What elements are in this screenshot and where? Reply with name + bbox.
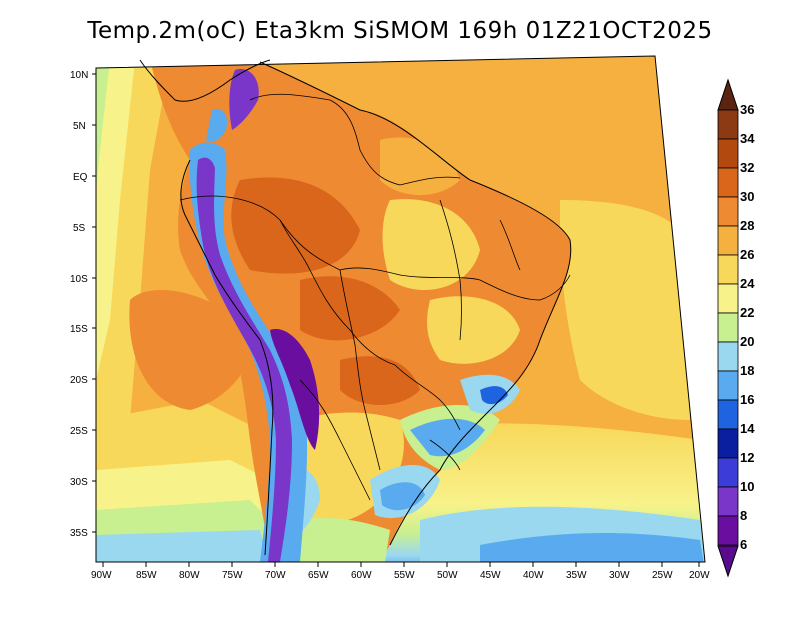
colorbar-segment xyxy=(717,254,739,285)
latitude-axis: 10N 5N EQ 5S 10S 15S 20S 25S 30S 35S xyxy=(70,70,96,539)
lat-label: 5S xyxy=(73,223,86,234)
colorbar-segment xyxy=(717,515,739,546)
map-frame xyxy=(95,55,706,563)
colorbar-label: 24 xyxy=(740,276,755,291)
lat-label: 10N xyxy=(70,70,88,81)
lat-label: 5N xyxy=(73,121,86,132)
coastline xyxy=(139,59,572,556)
lon-label: 50W xyxy=(437,570,458,581)
lat-label: 30S xyxy=(70,477,88,488)
colorbar-label: 8 xyxy=(740,508,747,523)
lon-label: 70W xyxy=(265,570,286,581)
colorbar-label: 16 xyxy=(740,392,754,407)
colorbar-label: 20 xyxy=(740,334,754,349)
lat-label: 20S xyxy=(70,375,88,386)
lon-label: 40W xyxy=(523,570,544,581)
colorbar-segment xyxy=(717,109,739,140)
colorbar-label: 10 xyxy=(740,479,754,494)
colorbar-label: 14 xyxy=(740,421,755,436)
colorbar-segment xyxy=(717,196,739,227)
lon-label: 25W xyxy=(652,570,673,581)
lon-label: 20W xyxy=(689,570,710,581)
lat-label: EQ xyxy=(73,172,88,183)
colorbar-label: 6 xyxy=(740,537,747,552)
lat-label: 25S xyxy=(70,426,88,437)
colorbar-label: 26 xyxy=(740,247,754,262)
colorbar-segment xyxy=(717,341,739,372)
lon-label: 45W xyxy=(480,570,501,581)
colorbar-label: 32 xyxy=(740,160,754,175)
lon-label: 35W xyxy=(566,570,587,581)
colorbar-segment xyxy=(717,370,739,401)
colorbar-label: 36 xyxy=(740,102,754,117)
lon-label: 60W xyxy=(351,570,372,581)
lat-label: 10S xyxy=(70,274,88,285)
lon-label: 80W xyxy=(179,570,200,581)
colorbar-segment xyxy=(717,283,739,314)
colorbar-label: 22 xyxy=(740,305,754,320)
lon-label: 55W xyxy=(394,570,415,581)
lon-label: 85W xyxy=(136,570,157,581)
colorbar: 36 34 32 30 28 26 24 22 20 18 16 14 12 1… xyxy=(717,78,755,578)
map-domain xyxy=(96,56,705,562)
colorbar-top-arrow xyxy=(717,78,739,111)
lat-label: 35S xyxy=(70,528,88,539)
longitude-axis: 90W 85W 80W 75W 70W 65W 60W 55W 50W 45W … xyxy=(91,562,710,581)
colorbar-segment xyxy=(717,486,739,517)
colorbar-label: 30 xyxy=(740,189,754,204)
lon-label: 90W xyxy=(91,570,112,581)
colorbar-segment xyxy=(717,312,739,343)
colorbar-label: 28 xyxy=(740,218,754,233)
colorbar-segment xyxy=(717,167,739,198)
lon-label: 30W xyxy=(609,570,630,581)
colorbar-bottom-arrow xyxy=(717,545,739,578)
country-borders xyxy=(179,93,571,501)
map-title: Temp.2m(oC) Eta3km SiSMOM 169h 01Z21OCT2… xyxy=(87,18,713,44)
lon-label: 75W xyxy=(222,570,243,581)
colorbar-label: 18 xyxy=(740,363,754,378)
colorbar-segment xyxy=(717,428,739,459)
colorbar-segment xyxy=(717,399,739,430)
colorbar-segment xyxy=(717,457,739,488)
colorbar-label: 34 xyxy=(740,131,755,146)
lat-label: 15S xyxy=(70,324,88,335)
lon-label: 65W xyxy=(308,570,329,581)
colorbar-segment xyxy=(717,138,739,169)
colorbar-segment xyxy=(717,225,739,256)
colorbar-label: 12 xyxy=(740,450,754,465)
